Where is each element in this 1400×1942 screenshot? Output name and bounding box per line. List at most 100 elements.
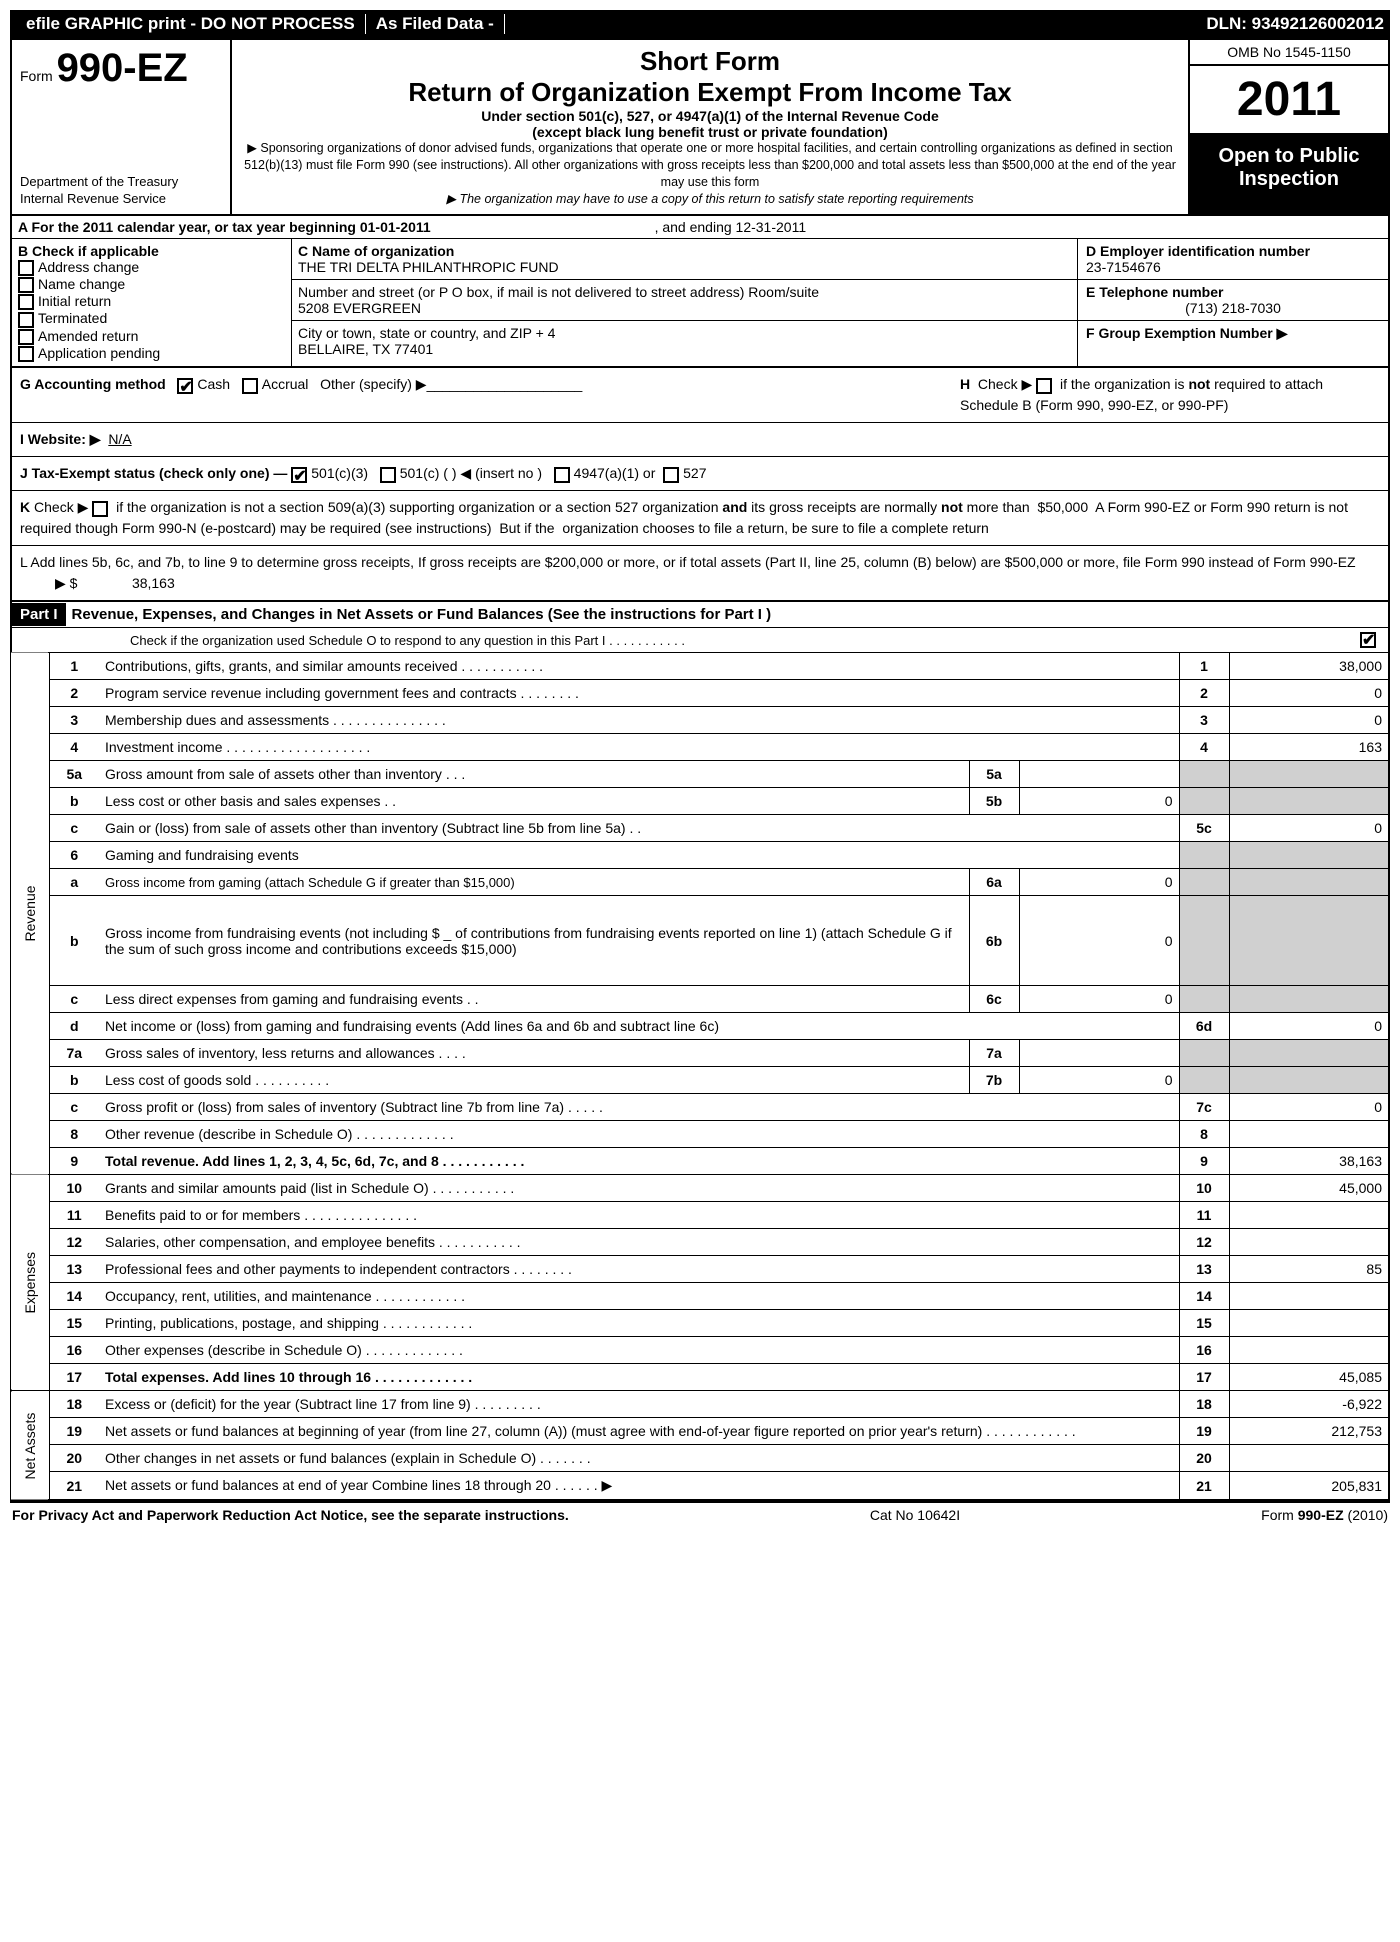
line-desc: Investment income . . . . . . . . . . . …: [99, 734, 1179, 761]
checkbox-initial-return[interactable]: [18, 294, 34, 310]
dept-treasury: Department of the Treasury: [20, 174, 222, 191]
form-number: 990-EZ: [57, 46, 188, 90]
l-text: L Add lines 5b, 6c, and 7b, to line 9 to…: [20, 554, 1356, 570]
right-label: 8: [1179, 1121, 1229, 1148]
checkbox-accrual[interactable]: [242, 378, 258, 394]
table-row: 2Program service revenue including gover…: [11, 680, 1389, 707]
line-desc: Membership dues and assessments . . . . …: [99, 707, 1179, 734]
d-column: D Employer identification number 23-7154…: [1078, 239, 1388, 367]
checkbox-cash[interactable]: [177, 378, 193, 394]
c-column: C Name of organization THE TRI DELTA PHI…: [292, 239, 1078, 367]
part1-header: Part I Revenue, Expenses, and Changes in…: [10, 601, 1390, 627]
checkbox-terminated[interactable]: [18, 312, 34, 328]
line-number: 9: [49, 1148, 99, 1175]
c-addr-lbl: Number and street (or P O box, if mail i…: [298, 284, 1071, 300]
line-desc: Less cost of goods sold . . . . . . . . …: [99, 1067, 969, 1094]
right-value-shade: [1229, 896, 1389, 986]
checkbox-part1-schedO[interactable]: [1360, 632, 1376, 648]
row-a-label: A For the 2011 calendar year, or tax yea…: [18, 219, 431, 235]
right-label: 16: [1179, 1337, 1229, 1364]
line-number: 5a: [49, 761, 99, 788]
checkbox-501c3[interactable]: [291, 467, 307, 483]
table-row: 5aGross amount from sale of assets other…: [11, 761, 1389, 788]
org-tel: (713) 218-7030: [1086, 300, 1380, 316]
mid-value: 0: [1019, 869, 1179, 896]
right-label-shade: [1179, 761, 1229, 788]
mid-value: [1019, 761, 1179, 788]
i-label: I Website: ▶: [20, 431, 101, 447]
table-row: 9Total revenue. Add lines 1, 2, 3, 4, 5c…: [11, 1148, 1389, 1175]
form-note1: ▶ Sponsoring organizations of donor advi…: [242, 140, 1178, 191]
mid-value: 0: [1019, 1067, 1179, 1094]
right-value-shade: [1229, 986, 1389, 1013]
checkbox-amended[interactable]: [18, 329, 34, 345]
checkbox-name-change[interactable]: [18, 277, 34, 293]
row-a-ending: , and ending 12-31-2011: [655, 219, 807, 235]
right-value-shade: [1229, 761, 1389, 788]
right-value: [1229, 1229, 1389, 1256]
org-city: BELLAIRE, TX 77401: [298, 341, 1071, 357]
mid-label: 5a: [969, 761, 1019, 788]
line-desc: Occupancy, rent, utilities, and maintena…: [99, 1283, 1179, 1310]
line-desc: Gross amount from sale of assets other t…: [99, 761, 969, 788]
line-number: 13: [49, 1256, 99, 1283]
right-value-shade: [1229, 869, 1389, 896]
tax-year: 2011: [1190, 66, 1388, 135]
right-value-shade: [1229, 1067, 1389, 1094]
checkbox-h[interactable]: [1036, 378, 1052, 394]
mid-value: 0: [1019, 986, 1179, 1013]
line-number: 19: [49, 1418, 99, 1445]
right-value: 205,831: [1229, 1472, 1389, 1501]
line-desc: Gross income from fundraising events (no…: [99, 896, 969, 986]
line-number: 8: [49, 1121, 99, 1148]
topbar-print: efile GRAPHIC print - DO NOT PROCESS: [16, 14, 366, 34]
table-row: cGross profit or (loss) from sales of in…: [11, 1094, 1389, 1121]
line-desc: Less direct expenses from gaming and fun…: [99, 986, 969, 1013]
row-j: J Tax-Exempt status (check only one) — 5…: [10, 456, 1390, 490]
part1-check-text: Check if the organization used Schedule …: [20, 633, 1360, 648]
mid-label: 7a: [969, 1040, 1019, 1067]
line-desc: Other expenses (describe in Schedule O) …: [99, 1337, 1179, 1364]
table-row: 11Benefits paid to or for members . . . …: [11, 1202, 1389, 1229]
footer-left: For Privacy Act and Paperwork Reduction …: [12, 1507, 569, 1523]
table-row: cGain or (loss) from sale of assets othe…: [11, 815, 1389, 842]
g-cash: Cash: [197, 376, 230, 392]
checkbox-527[interactable]: [663, 467, 679, 483]
c-name-lbl: C Name of organization: [298, 243, 1071, 259]
checkbox-address-change[interactable]: [18, 260, 34, 276]
j-label: J Tax-Exempt status (check only one) —: [20, 465, 287, 481]
line-desc: Gross profit or (loss) from sales of inv…: [99, 1094, 1179, 1121]
d-tel-lbl: E Telephone number: [1086, 284, 1380, 300]
row-i: I Website: ▶ N/A: [10, 422, 1390, 456]
checkbox-4947[interactable]: [554, 467, 570, 483]
right-value: 212,753: [1229, 1418, 1389, 1445]
row-k: K Check ▶ if the organization is not a s…: [10, 490, 1390, 545]
netassets-table: Net Assets18Excess or (deficit) for the …: [10, 1390, 1390, 1501]
right-value: 45,000: [1229, 1175, 1389, 1202]
page-footer: For Privacy Act and Paperwork Reduction …: [10, 1501, 1390, 1527]
right-label: 21: [1179, 1472, 1229, 1501]
j-501c: 501(c) ( ) ◀ (insert no ): [400, 465, 542, 481]
c-city-lbl: City or town, state or country, and ZIP …: [298, 325, 1071, 341]
b-column: B Check if applicable Address change Nam…: [12, 239, 292, 367]
right-value: 0: [1229, 1013, 1389, 1040]
checkbox-k[interactable]: [92, 501, 108, 517]
line-desc: Gross sales of inventory, less returns a…: [99, 1040, 969, 1067]
table-row: 20Other changes in net assets or fund ba…: [11, 1445, 1389, 1472]
line-desc: Other changes in net assets or fund bala…: [99, 1445, 1179, 1472]
org-name: THE TRI DELTA PHILANTHROPIC FUND: [298, 259, 1071, 275]
right-value: [1229, 1121, 1389, 1148]
mid-label: 5b: [969, 788, 1019, 815]
checkbox-pending[interactable]: [18, 346, 34, 362]
right-label: 12: [1179, 1229, 1229, 1256]
l-amount: 38,163: [132, 575, 175, 591]
line-number: 12: [49, 1229, 99, 1256]
checkbox-501c[interactable]: [380, 467, 396, 483]
right-value: 0: [1229, 1094, 1389, 1121]
line-number: b: [49, 896, 99, 986]
mid-value: 0: [1019, 788, 1179, 815]
right-value: 0: [1229, 707, 1389, 734]
form-sub1: Under section 501(c), 527, or 4947(a)(1)…: [242, 108, 1178, 124]
line-desc: Less cost or other basis and sales expen…: [99, 788, 969, 815]
right-value-shade: [1229, 842, 1389, 869]
